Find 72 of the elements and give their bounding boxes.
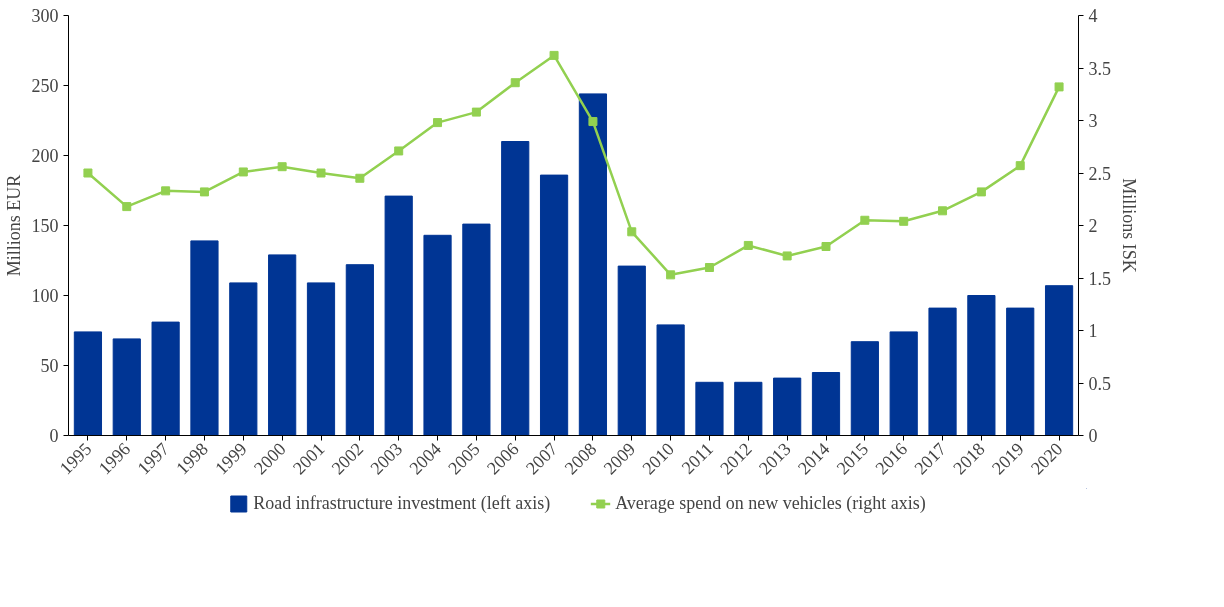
bar (850, 341, 879, 436)
point (899, 216, 909, 226)
point (199, 187, 209, 197)
bar (811, 372, 841, 436)
y2-tick-label: 3 (1088, 111, 1098, 131)
y-tick-label: 150 (31, 216, 59, 236)
bar (1044, 285, 1074, 436)
point (122, 202, 132, 212)
y-tick-label: 300 (31, 6, 59, 26)
point (743, 240, 753, 250)
bar (734, 381, 763, 436)
bar (617, 265, 646, 436)
bar (73, 331, 103, 436)
point (549, 50, 559, 60)
point (161, 186, 171, 196)
bar (1006, 307, 1035, 436)
bar (384, 195, 413, 436)
point (238, 167, 248, 177)
point (821, 242, 831, 251)
bar (268, 254, 297, 436)
y-tick-label: 0 (49, 426, 59, 446)
point (433, 118, 443, 128)
y2-tick-label: 0 (1088, 426, 1098, 446)
y2-tick-label: 0.5 (1088, 373, 1111, 394)
point (704, 263, 714, 272)
y2-tick-label: 1.5 (1088, 268, 1111, 289)
y-tick-label: 50 (40, 356, 59, 376)
bar (773, 377, 802, 436)
point (1054, 82, 1064, 92)
point (316, 168, 326, 178)
point (782, 251, 792, 261)
y-tick-label: 200 (31, 146, 59, 166)
bar (501, 141, 530, 436)
bar (928, 307, 957, 436)
y2-tick-label: 3.5 (1088, 58, 1111, 79)
point (938, 206, 948, 216)
bar (151, 321, 180, 436)
y2-tick-label: 1 (1088, 321, 1098, 341)
bar (423, 234, 452, 436)
bar (889, 331, 918, 436)
y2-tick-label: 4 (1088, 6, 1098, 26)
bar (695, 381, 724, 436)
y2-axis-title: Millions ISK (1119, 178, 1139, 273)
point (394, 146, 404, 156)
legend-label: Average spend on new vehicles (right axis) (615, 492, 926, 514)
y-tick-label: 250 (31, 76, 59, 96)
point (627, 227, 637, 237)
bar (345, 264, 374, 436)
point (860, 215, 870, 225)
bar (539, 174, 569, 436)
point (588, 117, 598, 127)
bar (112, 338, 141, 436)
point (83, 168, 93, 178)
y2-tick-label: 2.5 (1088, 163, 1111, 184)
y-tick-label: 100 (31, 286, 59, 306)
point (666, 270, 676, 280)
bar (578, 93, 608, 436)
point (1015, 161, 1025, 171)
point (976, 187, 986, 197)
y2-tick-label: 2 (1088, 216, 1098, 236)
bar (190, 240, 219, 436)
point (471, 107, 481, 117)
bar (229, 282, 258, 436)
bar (967, 295, 996, 436)
point (277, 162, 287, 172)
point (355, 173, 365, 183)
bar (306, 282, 336, 436)
legend-label: Road infrastructure investment (left axis) (253, 492, 551, 514)
y-axis-title: Millions EUR (3, 174, 24, 277)
bar (462, 223, 491, 436)
point (510, 78, 520, 88)
bar (656, 324, 685, 436)
